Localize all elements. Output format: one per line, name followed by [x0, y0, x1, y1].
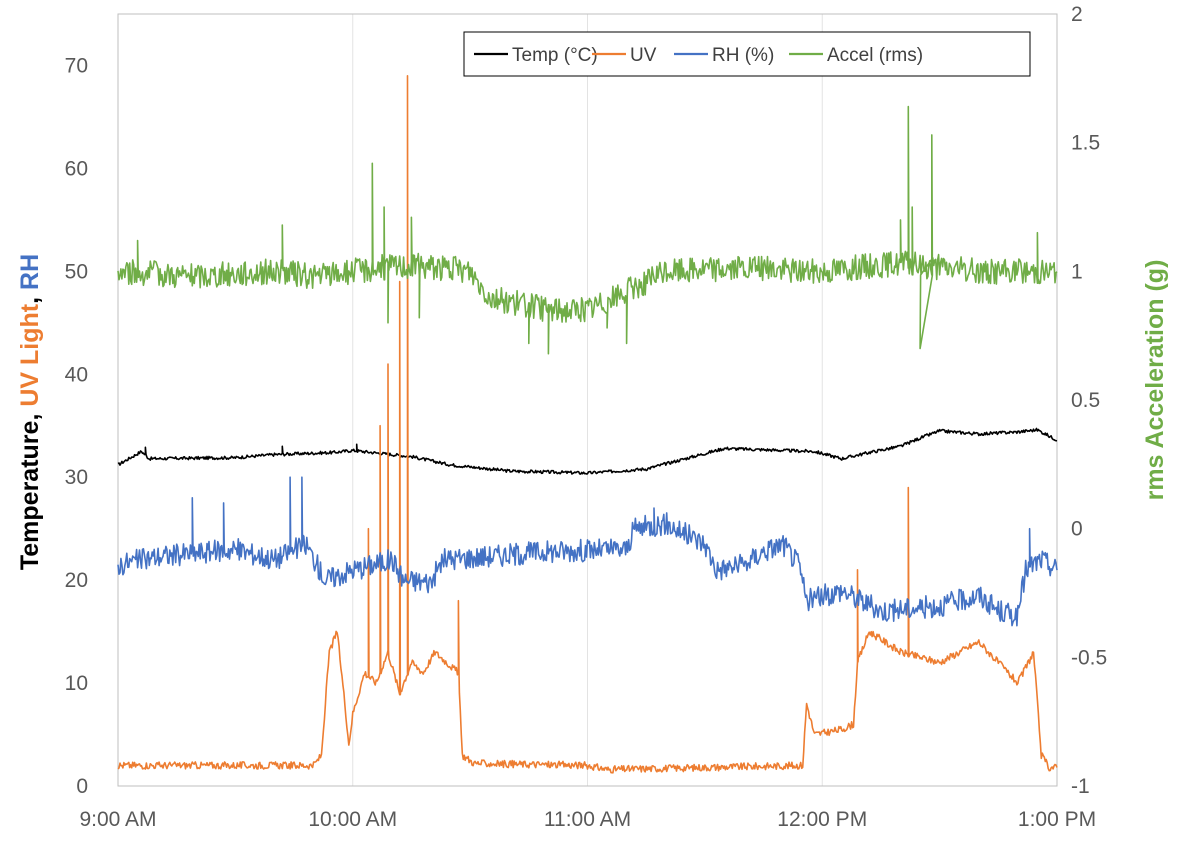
left-y-tick-label: 30	[65, 466, 88, 489]
series-line-1	[117, 75, 1058, 774]
left-y-tick-label: 70	[65, 54, 88, 77]
left-y-axis-ticks: 0 10 20 30 40 50 60 70	[65, 54, 88, 798]
plot-area-border	[117, 13, 1058, 787]
x-tick-label: 10:00 AM	[308, 808, 397, 831]
right-y-tick-label: -0.5	[1071, 646, 1107, 669]
left-axis-title-part: ,	[16, 407, 44, 421]
x-tick-label: 12:00 PM	[777, 808, 867, 831]
legend-box	[463, 31, 1031, 77]
series-line-2	[117, 476, 1058, 627]
left-y-tick-label: 60	[65, 157, 88, 180]
left-y-tick-label: 40	[65, 363, 88, 386]
right-y-tick-label: 0.5	[1071, 389, 1100, 412]
right-y-tick-label: 1.5	[1071, 132, 1100, 155]
x-tick-label: 1:00 PM	[1018, 808, 1096, 831]
left-y-tick-label: 20	[65, 569, 88, 592]
x-tick-label: 11:00 AM	[544, 808, 631, 831]
chart-legend: Temp (°C) UV RH (%) Accel (rms)	[463, 31, 1031, 77]
left-axis-title-part: ,	[16, 290, 44, 304]
right-y-tick-label: -1	[1071, 775, 1090, 798]
series-line-3	[117, 105, 1058, 355]
right-y-axis-ticks: -1 -0.5 0 0.5 1 1.5 2	[1071, 3, 1107, 798]
x-tick-label: 9:00 AM	[79, 808, 156, 831]
left-y-tick-label: 50	[65, 260, 88, 283]
left-axis-title-part: UV Light	[16, 303, 44, 406]
series-line-0	[117, 427, 1058, 475]
legend-label: RH (%)	[712, 45, 774, 66]
right-axis-title: rms Acceleration (g)	[1141, 260, 1169, 501]
vertical-gridlines	[352, 14, 823, 786]
x-axis-ticks: 9:00 AM 10:00 AM 11:00 AM 12:00 PM 1:00 PM	[79, 808, 1096, 831]
left-y-tick-label: 10	[65, 672, 88, 695]
right-y-tick-label: 1	[1071, 260, 1083, 283]
left-y-tick-label: 0	[76, 775, 88, 798]
legend-label: UV	[630, 45, 657, 66]
legend-label: Accel (rms)	[827, 45, 923, 66]
left-axis-title-part: Temperature	[16, 420, 44, 570]
right-y-tick-label: 0	[1071, 518, 1083, 541]
legend-label: Temp (°C)	[512, 45, 598, 66]
series-lines	[117, 75, 1058, 774]
left-axis-title-part: RH	[16, 254, 44, 290]
right-y-tick-label: 2	[1071, 3, 1083, 26]
left-axis-title: Temperature, UV Light, RH	[16, 254, 44, 570]
